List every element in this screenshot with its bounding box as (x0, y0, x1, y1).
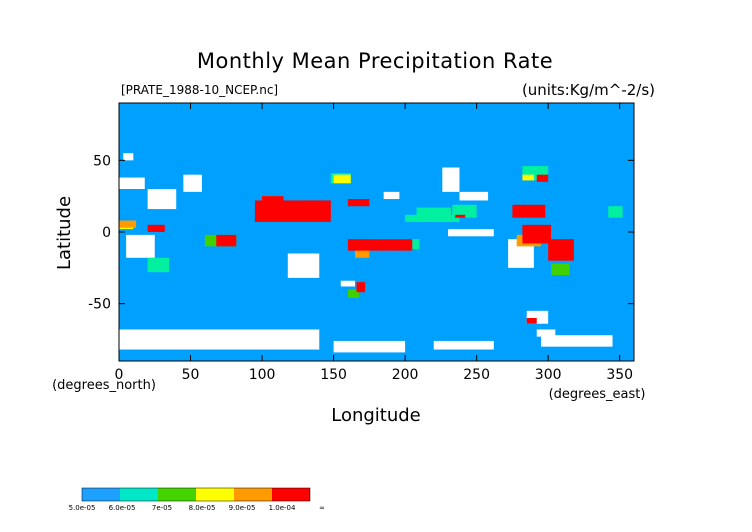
x-tick-label: 300 (535, 367, 562, 383)
x-tick-label: 0 (115, 367, 124, 383)
x-axis-label: Longitude (331, 405, 421, 426)
colorbar-level-label: 8.0e-05 (189, 504, 216, 512)
missing-data-region (119, 177, 145, 189)
colorbar-level-label: 7e-05 (152, 504, 172, 512)
missing-data-region (119, 329, 320, 350)
colorbar-level-label: ∞ (319, 504, 325, 512)
missing-data-region (383, 191, 400, 200)
y-tick-label: 50 (93, 153, 111, 169)
x-tick-label: 350 (606, 367, 633, 383)
x-unit-label: (degrees_east) (549, 387, 646, 402)
precip-high-region (216, 234, 237, 247)
units-label: (units:Kg/m^-2/s) (522, 81, 655, 99)
precip-band3-region (551, 263, 570, 275)
colorbar-swatch (82, 488, 120, 501)
y-tick-label: 0 (102, 225, 111, 241)
precip-band4-region (522, 174, 534, 181)
precip-band4-region (333, 174, 351, 184)
precip-band3-region (347, 289, 360, 298)
precip-high-region (304, 200, 331, 218)
precip-band5-region (119, 220, 137, 228)
precip-high-region (548, 239, 574, 261)
x-tick-label: 250 (463, 367, 490, 383)
colorbar-swatch (196, 488, 234, 501)
missing-data-region (448, 229, 494, 237)
colorbar-level-label: 9.0e-05 (229, 504, 256, 512)
x-tick-label: 150 (320, 367, 347, 383)
missing-data-region (183, 174, 202, 192)
precip-high-region (522, 224, 552, 244)
precip-high-region (356, 282, 366, 293)
field-background (119, 103, 634, 361)
colorbar-level-label: 1.0e-04 (269, 504, 296, 512)
precip-band2-region (405, 214, 460, 222)
precip-high-region (455, 214, 466, 218)
colorbar-level-label: 6.0e-05 (109, 504, 136, 512)
precip-high-region (347, 199, 370, 207)
missing-data-region (340, 280, 356, 287)
plot-area: 0 50 100 150 200 250 300 350 -50 0 50 (88, 102, 635, 383)
precip-high-region (347, 239, 413, 251)
chart-subtitle: [PRATE_1988-10_NCEP.nc] (121, 83, 278, 97)
missing-data-region (333, 340, 406, 353)
missing-data-region (541, 335, 613, 347)
colorbar-level-label: 5.0e-05 (69, 504, 96, 512)
y-tick-label: -50 (88, 297, 111, 313)
precip-band2-region (416, 207, 451, 218)
precip-high-region (262, 196, 284, 207)
precip-high-region (512, 204, 546, 218)
precip-high-region (536, 174, 549, 182)
colorbar-frame (81, 487, 311, 502)
precip-band2-region (147, 257, 170, 273)
missing-data-region (287, 253, 320, 278)
missing-data-region (459, 191, 489, 201)
precip-band2-region (608, 206, 623, 218)
colorbar: 5.0e-05 6.0e-05 7e-05 8.0e-05 9.0e-05 1.0e-04… (69, 487, 325, 512)
missing-data-region (442, 167, 460, 192)
precip-band5-region (355, 249, 370, 258)
missing-data-region (433, 340, 494, 350)
chart-title: Monthly Mean Precipitation Rate (197, 49, 553, 73)
x-tick-label: 100 (249, 367, 276, 383)
missing-data-region (536, 329, 556, 337)
x-tick-label: 200 (392, 367, 419, 383)
colorbar-swatch (120, 488, 158, 501)
x-tick-label: 50 (182, 367, 200, 383)
precip-high-region (147, 224, 165, 232)
colorbar-swatch (158, 488, 196, 501)
missing-data-region (126, 234, 155, 258)
y-axis-label: Latitude (54, 196, 75, 270)
colorbar-swatch (272, 488, 310, 501)
precip-band2-region (452, 204, 477, 218)
precip-high-region (526, 318, 537, 324)
missing-data-region (123, 153, 134, 161)
y-unit-label: (degrees_north) (52, 378, 156, 393)
missing-data-region (147, 189, 177, 210)
colorbar-swatch (234, 488, 272, 501)
